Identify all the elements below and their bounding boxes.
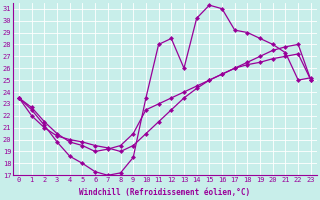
X-axis label: Windchill (Refroidissement éolien,°C): Windchill (Refroidissement éolien,°C): [79, 188, 251, 197]
